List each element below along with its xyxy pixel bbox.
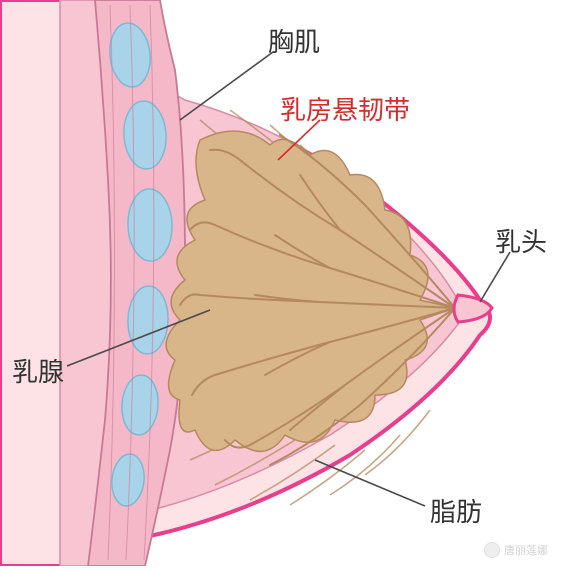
label-pectoral: 胸肌 bbox=[268, 22, 320, 59]
label-ligament: 乳房悬韧带 bbox=[280, 90, 410, 127]
label-gland: 乳腺 bbox=[12, 352, 64, 389]
label-fat: 脂肪 bbox=[430, 492, 482, 529]
diagram-canvas bbox=[0, 0, 562, 566]
anatomy-svg bbox=[0, 0, 562, 566]
watermark-text: 唐丽莲娜 bbox=[504, 542, 548, 558]
watermark-icon bbox=[484, 542, 500, 558]
watermark: 唐丽莲娜 bbox=[484, 542, 548, 558]
label-nipple: 乳头 bbox=[495, 222, 547, 259]
